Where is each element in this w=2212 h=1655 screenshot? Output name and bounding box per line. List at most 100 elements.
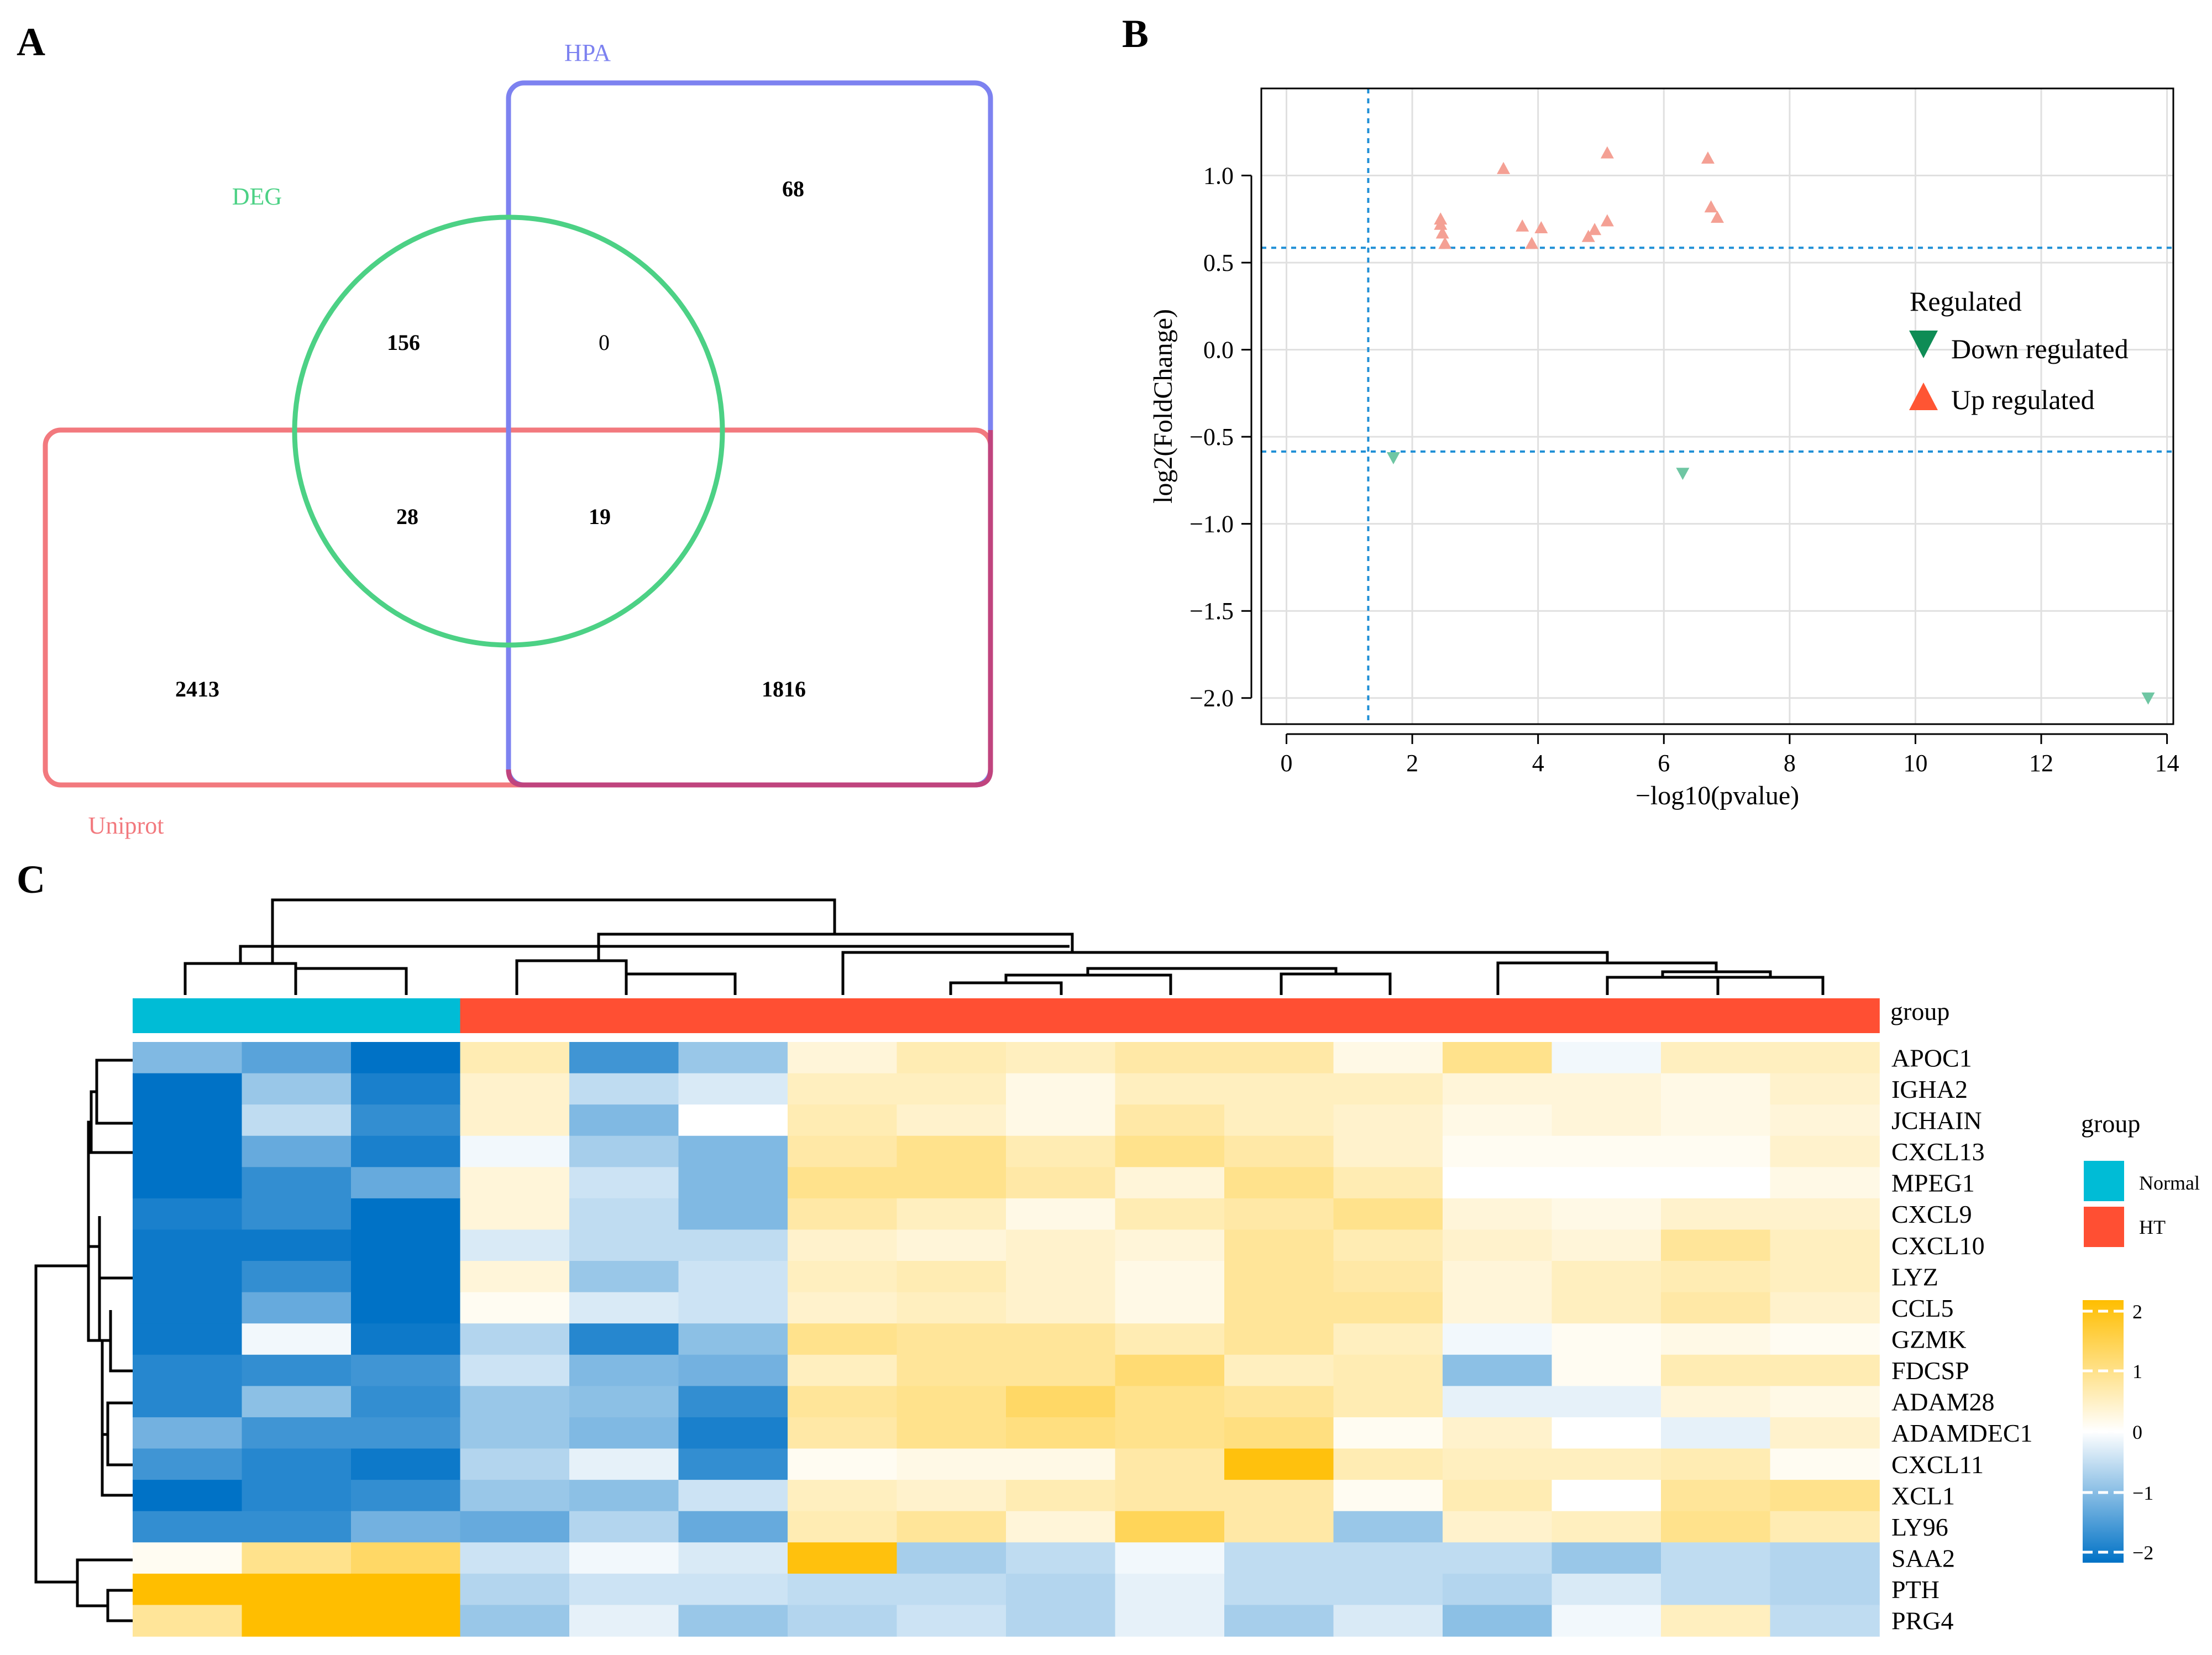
heatmap-cell: [788, 1573, 898, 1606]
heatmap-cell: [1551, 1073, 1661, 1105]
heatmap-cell: [460, 1073, 570, 1105]
heatmap-cell: [1661, 1417, 1771, 1449]
heatmap-cell: [1333, 1480, 1443, 1512]
heatmap-group-annotation-bar: [133, 998, 1880, 1033]
group-bar-cell-ht: [678, 998, 788, 1033]
heatmap-cell: [1443, 1292, 1553, 1324]
heatmap-cell: [351, 1042, 461, 1074]
heatmap-cell: [460, 1480, 570, 1512]
heatmap-cell: [569, 1323, 679, 1355]
heatmap-cell: [788, 1261, 898, 1293]
heatmap-cell: [242, 1261, 352, 1293]
heatmap-cell: [133, 1417, 243, 1449]
heatmap-cell: [1443, 1386, 1553, 1418]
heatmap-cell: [460, 1292, 570, 1324]
heatmap-row-label: PRG4: [1891, 1607, 1953, 1635]
heatmap-cell: [1115, 1292, 1225, 1324]
venn-set-label-deg: DEG: [232, 183, 282, 210]
heatmap-cell: [1443, 1073, 1553, 1105]
heatmap-cell: [1224, 1167, 1334, 1199]
heatmap-cell: [569, 1448, 679, 1480]
heatmap-cell: [1551, 1104, 1661, 1136]
heatmap-cell: [1551, 1605, 1661, 1637]
heatmap-cell: [1551, 1261, 1661, 1293]
panel-label-c: C: [17, 857, 45, 902]
heatmap-cell: [678, 1386, 788, 1418]
volcano-x-tick-label: 10: [1903, 750, 1927, 777]
heatmap-cell: [1661, 1542, 1771, 1574]
heatmap-cell: [569, 1480, 679, 1512]
heatmap-cell: [897, 1261, 1007, 1293]
heatmap-cell: [1770, 1042, 1880, 1074]
group-legend-swatch-ht: [2084, 1207, 2124, 1247]
volcano-legend-down-marker: [1909, 331, 1938, 358]
heatmap-cell: [1661, 1135, 1771, 1168]
heatmap-cell: [569, 1042, 679, 1074]
heatmap-cell: [1333, 1323, 1443, 1355]
heatmap-cell: [897, 1198, 1007, 1230]
heatmap-cell: [569, 1354, 679, 1387]
heatmap-cell: [1115, 1323, 1225, 1355]
heatmap-cell: [1661, 1167, 1771, 1199]
heatmap-cell: [1770, 1198, 1880, 1230]
heatmap-cell: [1224, 1261, 1334, 1293]
heatmap-cell: [1770, 1573, 1880, 1606]
heatmap-cell: [678, 1167, 788, 1199]
heatmap-cell: [678, 1542, 788, 1574]
group-bar-cell-ht: [1551, 998, 1661, 1033]
heatmap-cell: [1333, 1448, 1443, 1480]
heatmap-cell: [1661, 1605, 1771, 1637]
heatmap-cell: [1770, 1511, 1880, 1543]
volcano-point-up: [1516, 219, 1529, 232]
heatmap-cell: [1770, 1417, 1880, 1449]
heatmap-cell: [1443, 1167, 1553, 1199]
heatmap-cell: [569, 1104, 679, 1136]
heatmap-cell: [1115, 1417, 1225, 1449]
heatmap-cell: [1333, 1292, 1443, 1324]
heatmap-cell: [242, 1573, 352, 1606]
heatmap-cell: [1006, 1104, 1116, 1136]
heatmap-cell: [351, 1605, 461, 1637]
venn-overlap-edge: [506, 430, 993, 788]
heatmap-cell: [1115, 1542, 1225, 1574]
heatmap-row-label: CXCL10: [1891, 1232, 1985, 1260]
heatmap-cell: [788, 1511, 898, 1543]
heatmap-cell: [1006, 1292, 1116, 1324]
heatmap-group-bar-label: group: [1890, 997, 1949, 1025]
volcano-point-up: [1434, 217, 1448, 230]
heatmap-cell: [242, 1104, 352, 1136]
heatmap-cell: [460, 1167, 570, 1199]
heatmap-cell: [1333, 1135, 1443, 1168]
column-dendrogram: [184, 898, 1825, 995]
heatmap-cell: [460, 1198, 570, 1230]
volcano-plot: 0 2 4 6 8 10 12 14 1.0 0.5 0.0 −0.5 −1.0 −1.5 −2.0 −l…: [1149, 87, 2179, 810]
heatmap-cell: [788, 1104, 898, 1136]
heatmap-cell: [1770, 1542, 1880, 1574]
heatmap-cell: [1333, 1042, 1443, 1074]
heatmap-cell: [1224, 1073, 1334, 1105]
heatmap-cell: [897, 1229, 1007, 1261]
heatmap-cell: [460, 1511, 570, 1543]
heatmap-cell: [1115, 1573, 1225, 1606]
heatmap-cell: [1551, 1448, 1661, 1480]
venn-set-hpa-shape: [506, 80, 993, 788]
heatmap-cell: [1661, 1323, 1771, 1355]
volcano-point-up: [1588, 223, 1602, 235]
heatmap-cell: [133, 1480, 243, 1512]
heatmap-cell: [897, 1292, 1007, 1324]
heatmap-cell: [897, 1573, 1007, 1606]
volcano-point-down: [1386, 452, 1400, 464]
color-legend-tick-1: 1: [2132, 1360, 2142, 1382]
venn-region-hpa-only: 68: [782, 176, 804, 201]
heatmap-cell: [678, 1198, 788, 1230]
volcano-threshold-lines: [1261, 88, 2173, 724]
volcano-points: [1386, 146, 2155, 705]
venn-set-label-uniprot: Uniprot: [88, 812, 164, 839]
volcano-point-up: [1497, 161, 1511, 174]
heatmap-cell: [1333, 1167, 1443, 1199]
group-legend-label-ht: HT: [2139, 1216, 2166, 1238]
heatmap-cell: [897, 1323, 1007, 1355]
heatmap-cell: [1443, 1448, 1553, 1480]
heatmap-cell: [897, 1542, 1007, 1574]
volcano-point-up: [1600, 146, 1614, 159]
